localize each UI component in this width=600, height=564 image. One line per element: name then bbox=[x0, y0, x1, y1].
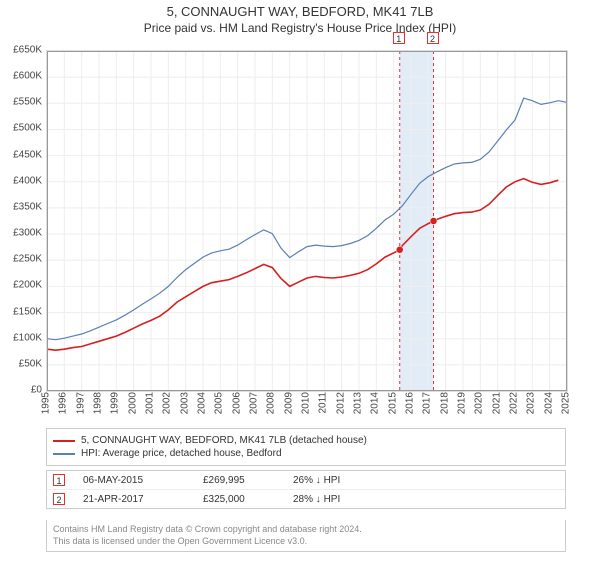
x-axis-label: 2007 bbox=[249, 392, 260, 414]
y-axis-label: £450K bbox=[2, 149, 42, 160]
transaction-table: 1 06-MAY-2015£269,99526% ↓ HPI 2 21-APR-201… bbox=[46, 470, 566, 509]
sale-marker-badge: 1 bbox=[393, 32, 405, 44]
y-axis-label: £500K bbox=[2, 123, 42, 134]
legend-label: HPI: Average price, detached house, Bedf… bbox=[81, 448, 282, 459]
x-axis-label: 2002 bbox=[162, 392, 173, 414]
legend-row: HPI: Average price, detached house, Bedf… bbox=[53, 448, 559, 459]
x-axis-label: 2018 bbox=[439, 392, 450, 414]
x-axis-label: 2020 bbox=[474, 392, 485, 414]
x-axis-label: 2010 bbox=[301, 392, 312, 414]
y-axis-label: £400K bbox=[2, 175, 42, 186]
y-axis-label: £50K bbox=[2, 358, 42, 369]
y-axis-label: £300K bbox=[2, 228, 42, 239]
transaction-price: £269,995 bbox=[203, 475, 293, 486]
x-axis-label: 2024 bbox=[543, 392, 554, 414]
x-axis-label: 2005 bbox=[214, 392, 225, 414]
y-axis-label: £650K bbox=[2, 45, 42, 56]
x-axis-label: 2015 bbox=[387, 392, 398, 414]
chart-subtitle: Price paid vs. HM Land Registry's House … bbox=[0, 21, 600, 35]
x-axis-label: 2012 bbox=[335, 392, 346, 414]
chart-plot bbox=[46, 50, 568, 392]
legend-swatch bbox=[53, 440, 75, 442]
attribution-line1: Contains HM Land Registry data © Crown c… bbox=[53, 524, 559, 536]
x-axis-label: 2011 bbox=[318, 392, 329, 414]
x-axis-label: 1998 bbox=[93, 392, 104, 414]
x-axis-label: 1999 bbox=[110, 392, 121, 414]
transaction-index-badge: 1 bbox=[53, 474, 65, 486]
x-axis-label: 2021 bbox=[491, 392, 502, 414]
x-axis-label: 1995 bbox=[41, 392, 52, 414]
x-axis-label: 2008 bbox=[266, 392, 277, 414]
y-axis-label: £0 bbox=[2, 385, 42, 396]
transaction-index-badge: 2 bbox=[53, 493, 65, 505]
x-axis-label: 1997 bbox=[75, 392, 86, 414]
y-axis-label: £600K bbox=[2, 71, 42, 82]
transaction-delta: 28% ↓ HPI bbox=[293, 494, 393, 505]
y-axis-label: £350K bbox=[2, 201, 42, 212]
transaction-date: 21-APR-2017 bbox=[83, 494, 203, 505]
chart-title: 5, CONNAUGHT WAY, BEDFORD, MK41 7LB bbox=[0, 4, 600, 19]
x-axis-label: 2017 bbox=[422, 392, 433, 414]
x-axis-label: 2003 bbox=[179, 392, 190, 414]
sale-marker-badge: 2 bbox=[427, 32, 439, 44]
y-axis-label: £550K bbox=[2, 97, 42, 108]
x-axis-label: 2022 bbox=[509, 392, 520, 414]
y-axis-label: £200K bbox=[2, 280, 42, 291]
x-axis-label: 2014 bbox=[370, 392, 381, 414]
legend: 5, CONNAUGHT WAY, BEDFORD, MK41 7LB (det… bbox=[46, 428, 566, 466]
x-axis-label: 2004 bbox=[197, 392, 208, 414]
chart-container: 5, CONNAUGHT WAY, BEDFORD, MK41 7LB Pric… bbox=[0, 4, 600, 564]
x-axis-label: 2025 bbox=[561, 392, 572, 414]
x-axis-label: 2019 bbox=[457, 392, 468, 414]
y-axis-label: £100K bbox=[2, 332, 42, 343]
x-axis-label: 2009 bbox=[283, 392, 294, 414]
transaction-row: 1 06-MAY-2015£269,99526% ↓ HPI bbox=[47, 471, 565, 490]
x-axis-label: 2006 bbox=[231, 392, 242, 414]
transaction-delta: 26% ↓ HPI bbox=[293, 475, 393, 486]
x-axis-label: 2000 bbox=[127, 392, 138, 414]
x-axis-label: 2023 bbox=[526, 392, 537, 414]
transaction-date: 06-MAY-2015 bbox=[83, 475, 203, 486]
attribution: Contains HM Land Registry data © Crown c… bbox=[46, 520, 566, 552]
x-axis-label: 2013 bbox=[353, 392, 364, 414]
chart-area: £0£50K£100K£150K£200K£250K£300K£350K£400… bbox=[46, 50, 566, 390]
x-axis-label: 2016 bbox=[405, 392, 416, 414]
legend-swatch bbox=[53, 453, 75, 455]
x-axis-label: 2001 bbox=[145, 392, 156, 414]
legend-row: 5, CONNAUGHT WAY, BEDFORD, MK41 7LB (det… bbox=[53, 435, 559, 446]
attribution-line2: This data is licensed under the Open Gov… bbox=[53, 536, 559, 548]
legend-label: 5, CONNAUGHT WAY, BEDFORD, MK41 7LB (det… bbox=[81, 435, 367, 446]
y-axis-label: £250K bbox=[2, 254, 42, 265]
transaction-price: £325,000 bbox=[203, 494, 293, 505]
transaction-row: 2 21-APR-2017£325,00028% ↓ HPI bbox=[47, 490, 565, 508]
y-axis-label: £150K bbox=[2, 306, 42, 317]
x-axis-label: 1996 bbox=[58, 392, 69, 414]
